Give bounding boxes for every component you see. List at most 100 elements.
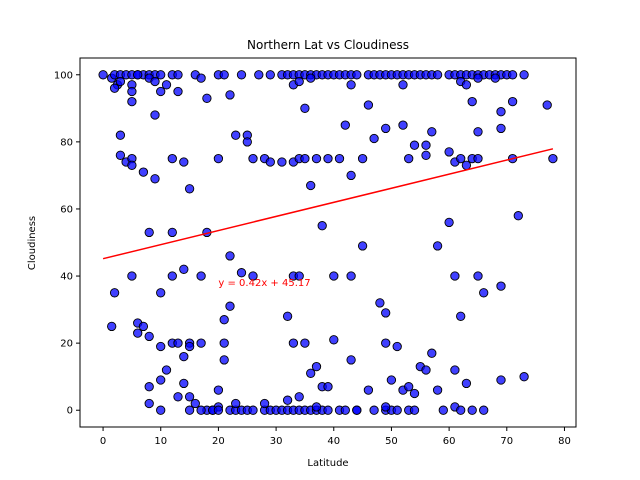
data-point: [317, 221, 327, 231]
data-point: [432, 241, 443, 251]
x-tick-label: 0: [100, 436, 106, 447]
x-tick-label: 60: [443, 436, 456, 447]
data-point: [144, 227, 154, 238]
data-point: [294, 271, 304, 281]
data-point: [115, 150, 126, 160]
data-point: [213, 405, 224, 415]
data-point: [340, 120, 350, 130]
data-point: [473, 271, 483, 281]
data-point: [334, 153, 345, 164]
data-point: [161, 365, 172, 375]
data-point: [306, 368, 316, 378]
x-tick-label: 50: [385, 436, 398, 447]
regression-equation: y = 0.42x + 45.17: [218, 278, 310, 289]
data-point: [363, 385, 374, 395]
data-point: [473, 127, 483, 137]
x-axis-ticks: 0 10 20 30 40 50 60 70 80: [100, 427, 571, 447]
data-point: [311, 402, 322, 412]
data-point: [467, 405, 477, 415]
data-point: [352, 70, 362, 80]
y-tick-label: 40: [60, 272, 73, 283]
data-point: [127, 96, 137, 107]
data-point: [156, 288, 166, 298]
data-point: [254, 70, 264, 80]
data-point: [409, 140, 420, 150]
y-tick-label: 0: [67, 406, 73, 417]
data-point: [542, 100, 552, 110]
data-point: [490, 73, 500, 83]
data-point: [231, 130, 241, 140]
data-point: [173, 70, 183, 80]
y-axis-ticks: 0 20 40 60 80 100: [54, 70, 80, 417]
data-point: [513, 211, 523, 221]
data-point: [461, 378, 472, 389]
data-point: [346, 355, 356, 365]
data-point: [427, 127, 437, 137]
data-point: [450, 365, 460, 375]
data-point: [127, 86, 137, 97]
regression-line: [102, 148, 554, 260]
data-point: [381, 338, 391, 348]
data-point: [300, 338, 310, 348]
data-point: [398, 120, 408, 130]
data-point: [473, 73, 483, 83]
data-point: [156, 341, 166, 352]
data-point: [98, 70, 108, 80]
data-point: [144, 398, 154, 409]
data-point: [167, 227, 177, 238]
data-point: [404, 153, 414, 164]
data-point: [363, 100, 374, 110]
data-point: [496, 281, 506, 291]
data-point: [294, 76, 304, 87]
y-tick-label: 20: [60, 339, 73, 350]
data-point: [438, 405, 448, 415]
data-point: [167, 153, 177, 164]
data-point: [242, 137, 252, 147]
data-point: [282, 395, 293, 405]
data-point: [236, 268, 247, 278]
data-point: [150, 110, 160, 120]
data-point: [248, 405, 258, 415]
data-point: [144, 382, 154, 392]
data-point: [156, 375, 166, 385]
data-point: [456, 153, 466, 164]
data-point: [213, 385, 224, 395]
y-tick-label: 60: [60, 204, 73, 215]
data-point: [323, 153, 333, 164]
data-point: [127, 271, 137, 281]
data-point: [248, 271, 258, 281]
data-point: [115, 76, 126, 87]
data-point: [421, 365, 431, 375]
data-point: [202, 93, 212, 103]
data-point: [133, 328, 143, 338]
data-point: [548, 153, 558, 164]
data-point: [184, 405, 195, 415]
data-point: [288, 338, 299, 348]
data-point: [409, 405, 420, 415]
data-point: [196, 271, 206, 281]
data-point: [461, 160, 472, 170]
data-point: [300, 103, 310, 113]
data-point: [138, 167, 149, 177]
data-point: [346, 80, 356, 90]
data-point: [156, 70, 166, 80]
data-point: [115, 130, 126, 140]
data-point: [323, 382, 333, 392]
data-point: [196, 405, 206, 415]
data-point: [329, 271, 339, 281]
data-point: [461, 80, 472, 90]
data-point: [346, 170, 356, 181]
data-point: [219, 338, 229, 348]
data-point: [311, 153, 322, 164]
data-point: [306, 73, 316, 83]
data-point: [225, 251, 235, 261]
data-point: [173, 392, 183, 402]
data-point: [473, 153, 483, 164]
data-point: [369, 133, 379, 144]
data-point: [179, 264, 189, 274]
data-point: [323, 405, 333, 415]
data-point: [519, 70, 529, 80]
data-point: [277, 157, 287, 167]
data-point: [404, 382, 414, 392]
